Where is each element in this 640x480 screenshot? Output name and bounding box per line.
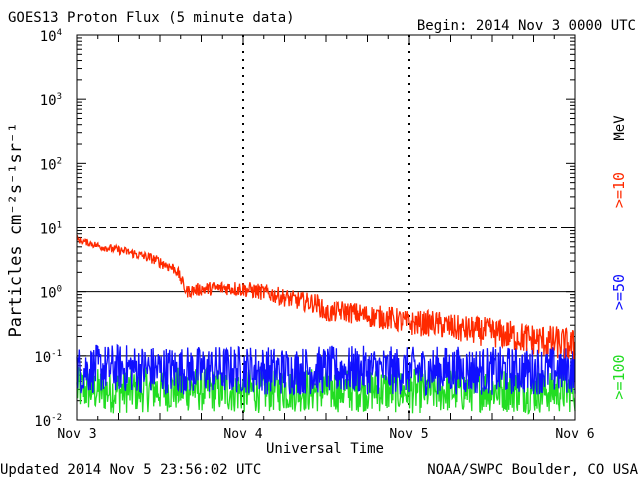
x-tick-label: Nov 5 — [389, 427, 428, 442]
y-axis-label: Particles cm⁻²s⁻¹sr⁻¹ — [6, 123, 26, 338]
y-tick-label: 100 — [40, 285, 62, 302]
y-tick-labels: 10-2 10-1 100 101 102 103 104 — [34, 28, 62, 430]
y-tick-label: 102 — [40, 156, 62, 173]
x-tick-label: Nov 6 — [555, 427, 594, 442]
x-tick-label: Nov 4 — [223, 427, 262, 442]
series-line-10 — [76, 234, 576, 360]
plot-frame — [76, 34, 576, 421]
y-tick-label: 10-2 — [34, 413, 62, 430]
y-tick-label: 104 — [40, 28, 62, 45]
series-layer — [76, 234, 576, 415]
x-tick-label: Nov 3 — [57, 427, 96, 442]
y-tick-label: 103 — [40, 92, 62, 109]
legend-units: MeV — [612, 115, 628, 141]
legend: >=10 >=50 >=100 MeV — [610, 115, 628, 400]
y-tick-label: 101 — [40, 221, 62, 238]
footer-credit: NOAA/SWPC Boulder, CO USA — [427, 462, 638, 478]
legend-entry-10: >=10 — [610, 172, 628, 208]
series-line-50 — [76, 343, 576, 397]
footer-updated: Updated 2014 Nov 5 23:56:02 UTC — [0, 462, 261, 478]
begin-label: Begin: 2014 Nov 3 0000 UTC — [417, 18, 636, 34]
legend-entry-50: >=50 — [610, 274, 628, 310]
chart-title: GOES13 Proton Flux (5 minute data) — [8, 10, 295, 26]
legend-entry-100: >=100 — [610, 354, 628, 399]
y-tick-label: 10-1 — [34, 349, 62, 366]
x-tick-labels: Nov 3 Nov 4 Nov 5 Nov 6 — [57, 427, 594, 442]
x-axis-label: Universal Time — [266, 441, 384, 457]
